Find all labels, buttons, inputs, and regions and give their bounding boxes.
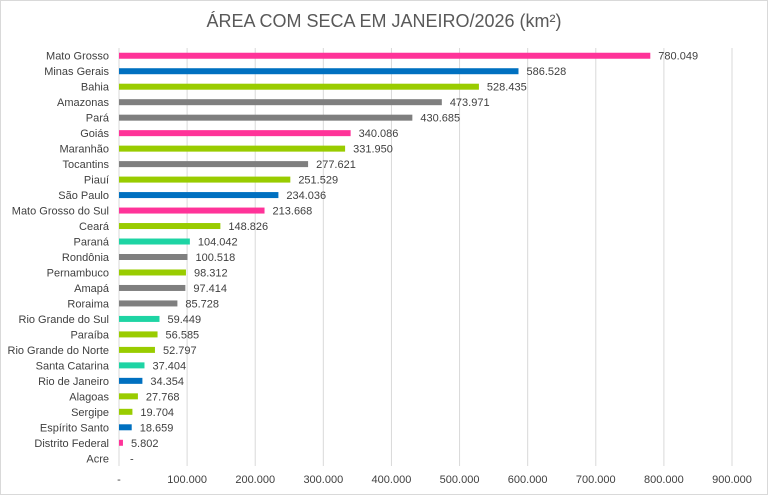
bar bbox=[119, 207, 265, 214]
x-tick-label: 700.000 bbox=[576, 474, 616, 486]
category-label: Santa Catarina bbox=[36, 360, 110, 372]
data-label: 528.435 bbox=[487, 82, 527, 94]
bar bbox=[119, 130, 351, 137]
bar bbox=[119, 83, 479, 90]
data-label: 5.802 bbox=[131, 438, 159, 450]
data-label: 56.585 bbox=[166, 329, 200, 341]
data-label: 340.086 bbox=[359, 128, 399, 140]
data-label: 780.049 bbox=[658, 51, 698, 63]
bar bbox=[119, 99, 442, 106]
bar bbox=[119, 331, 158, 338]
category-label: Distrito Federal bbox=[34, 438, 109, 450]
category-label: Tocantins bbox=[63, 159, 110, 171]
bar bbox=[119, 145, 346, 152]
category-label: Goiás bbox=[80, 128, 109, 140]
category-label: Paraíba bbox=[70, 329, 109, 341]
bar bbox=[119, 346, 155, 353]
category-label: Roraima bbox=[67, 298, 109, 310]
category-label: Rio Grande do Norte bbox=[8, 345, 110, 357]
data-label: 213.668 bbox=[273, 206, 313, 218]
category-label: São Paulo bbox=[58, 190, 109, 202]
bar bbox=[119, 192, 279, 199]
category-label: Bahia bbox=[81, 82, 110, 94]
data-label: 19.704 bbox=[140, 407, 174, 419]
data-label: 37.404 bbox=[152, 360, 186, 372]
data-label: 34.354 bbox=[150, 376, 184, 388]
bar bbox=[119, 408, 133, 415]
bar bbox=[119, 393, 138, 400]
category-label: Mato Grosso do Sul bbox=[12, 206, 109, 218]
bar bbox=[119, 362, 145, 369]
category-label: Minas Gerais bbox=[44, 66, 109, 78]
x-tick-label: 600.000 bbox=[508, 474, 548, 486]
data-label: 18.659 bbox=[140, 422, 174, 434]
data-label: 97.414 bbox=[193, 283, 227, 295]
data-label: 148.826 bbox=[228, 221, 268, 233]
bar bbox=[119, 269, 186, 276]
category-label: Maranhão bbox=[59, 144, 109, 156]
bar bbox=[119, 424, 132, 431]
category-label: Rio de Janeiro bbox=[38, 376, 109, 388]
bar bbox=[119, 300, 178, 307]
bar bbox=[119, 68, 519, 75]
category-label: Ceará bbox=[79, 221, 110, 233]
data-label: 277.621 bbox=[316, 159, 356, 171]
category-label: Acre bbox=[86, 453, 109, 465]
category-label: Sergipe bbox=[71, 407, 109, 419]
category-label: Pará bbox=[86, 113, 110, 125]
data-label: 251.529 bbox=[298, 175, 338, 187]
data-label: - bbox=[130, 453, 134, 465]
category-label: Amapá bbox=[74, 283, 110, 295]
category-label: Rio Grande do Sul bbox=[19, 314, 110, 326]
x-tick-label: 800.000 bbox=[644, 474, 684, 486]
bar bbox=[119, 439, 123, 446]
data-label: 104.042 bbox=[198, 237, 238, 249]
data-label: 27.768 bbox=[146, 391, 180, 403]
x-tick-label: 900.000 bbox=[712, 474, 752, 486]
x-tick-label: 400.000 bbox=[372, 474, 412, 486]
data-label: 234.036 bbox=[286, 190, 326, 202]
category-label: Amazonas bbox=[57, 97, 109, 109]
bar bbox=[119, 161, 309, 168]
bar bbox=[119, 114, 413, 121]
category-label: Espírito Santo bbox=[40, 422, 109, 434]
bar bbox=[119, 377, 143, 384]
bar bbox=[119, 315, 160, 322]
x-tick-label: 200.000 bbox=[235, 474, 275, 486]
category-label: Pernambuco bbox=[47, 267, 109, 279]
data-label: 586.528 bbox=[526, 66, 566, 78]
x-tick-label: 100.000 bbox=[167, 474, 207, 486]
bar bbox=[119, 176, 291, 183]
data-label: 430.685 bbox=[420, 113, 460, 125]
x-tick-label: - bbox=[117, 474, 121, 486]
category-label: Alagoas bbox=[69, 391, 109, 403]
x-tick-label: 300.000 bbox=[303, 474, 343, 486]
category-label: Piauí bbox=[84, 175, 109, 187]
bar bbox=[119, 238, 190, 245]
category-label: Mato Grosso bbox=[46, 51, 109, 63]
bar bbox=[119, 223, 221, 230]
data-label: 85.728 bbox=[185, 298, 219, 310]
bar bbox=[119, 52, 651, 59]
data-label: 52.797 bbox=[163, 345, 197, 357]
data-label: 100.518 bbox=[195, 252, 235, 264]
category-label: Paraná bbox=[74, 237, 110, 249]
data-label: 331.950 bbox=[353, 144, 393, 156]
data-label: 473.971 bbox=[450, 97, 490, 109]
x-tick-label: 500.000 bbox=[440, 474, 480, 486]
data-label: 98.312 bbox=[194, 267, 228, 279]
data-label: 59.449 bbox=[167, 314, 201, 326]
category-label: Rondônia bbox=[62, 252, 110, 264]
bar bbox=[119, 254, 188, 260]
bar bbox=[119, 284, 186, 291]
chart-title: ÁREA COM SECA EM JANEIRO/2026 (km²) bbox=[206, 11, 562, 31]
